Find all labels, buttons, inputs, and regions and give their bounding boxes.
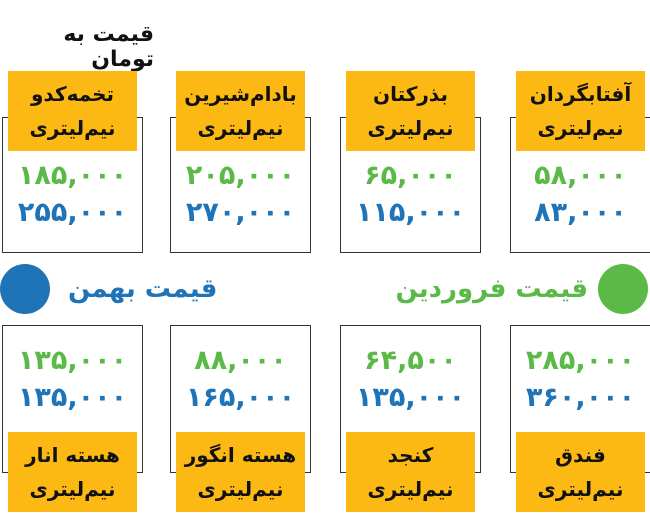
bahman-price: ۱۶۵,۰۰۰ — [185, 382, 296, 413]
product-unit: نیم‌لیتری — [367, 116, 454, 140]
bahman-price: ۱۱۵,۰۰۰ — [355, 197, 466, 228]
product-label: بادام‌شیرین نیم‌لیتری — [176, 71, 305, 151]
bahman-price: ۱۳۵,۰۰۰ — [355, 382, 466, 413]
farvardin-price: ۶۴,۵۰۰ — [364, 345, 457, 376]
product-name: هسته انار — [25, 443, 120, 467]
legend-farvardin-label: قیمت فروردین — [395, 274, 588, 304]
product-unit: نیم‌لیتری — [367, 477, 454, 501]
product-name: بادام‌شیرین — [184, 82, 297, 106]
product-unit: نیم‌لیتری — [197, 116, 284, 140]
product-label: کنجد نیم‌لیتری — [346, 432, 475, 512]
page-title: قیمت به تومان — [63, 22, 154, 72]
product-name: کنجد — [387, 443, 434, 467]
legend-bahman-label: قیمت بهمن — [68, 274, 218, 304]
farvardin-price: ۲۸۵,۰۰۰ — [525, 345, 636, 376]
legend-bahman: قیمت بهمن — [0, 263, 217, 315]
farvardin-price: ۱۳۵,۰۰۰ — [17, 345, 128, 376]
farvardin-price: ۱۸۵,۰۰۰ — [17, 160, 128, 191]
product-label: هسته انار نیم‌لیتری — [8, 432, 137, 512]
product-name: آفتابگردان — [529, 82, 632, 106]
product-unit: نیم‌لیتری — [537, 477, 624, 501]
product-name: بذرکتان — [373, 82, 448, 106]
product-name: فندق — [555, 443, 606, 467]
product-unit: نیم‌لیتری — [537, 116, 624, 140]
product-name: تخمه‌کدو — [30, 82, 115, 106]
product-unit: نیم‌لیتری — [197, 477, 284, 501]
bahman-price: ۳۶۰,۰۰۰ — [525, 382, 636, 413]
green-circle-icon — [598, 264, 648, 314]
bahman-price: ۱۳۵,۰۰۰ — [17, 382, 128, 413]
product-label: فندق نیم‌لیتری — [516, 432, 645, 512]
bahman-price: ۸۳,۰۰۰ — [534, 197, 627, 228]
bahman-price: ۲۷۰,۰۰۰ — [185, 197, 296, 228]
product-label: آفتابگردان نیم‌لیتری — [516, 71, 645, 151]
product-label: هسته انگور نیم‌لیتری — [176, 432, 305, 512]
product-unit: نیم‌لیتری — [29, 477, 116, 501]
bahman-price: ۲۵۵,۰۰۰ — [17, 197, 128, 228]
farvardin-price: ۸۸,۰۰۰ — [194, 345, 287, 376]
farvardin-price: ۲۰۵,۰۰۰ — [185, 160, 296, 191]
product-name: هسته انگور — [184, 443, 297, 467]
legend-farvardin: قیمت فروردین — [396, 263, 648, 315]
blue-circle-icon — [0, 264, 50, 314]
product-label: تخمه‌کدو نیم‌لیتری — [8, 71, 137, 151]
farvardin-price: ۶۵,۰۰۰ — [364, 160, 457, 191]
farvardin-price: ۵۸,۰۰۰ — [534, 160, 627, 191]
product-label: بذرکتان نیم‌لیتری — [346, 71, 475, 151]
product-unit: نیم‌لیتری — [29, 116, 116, 140]
